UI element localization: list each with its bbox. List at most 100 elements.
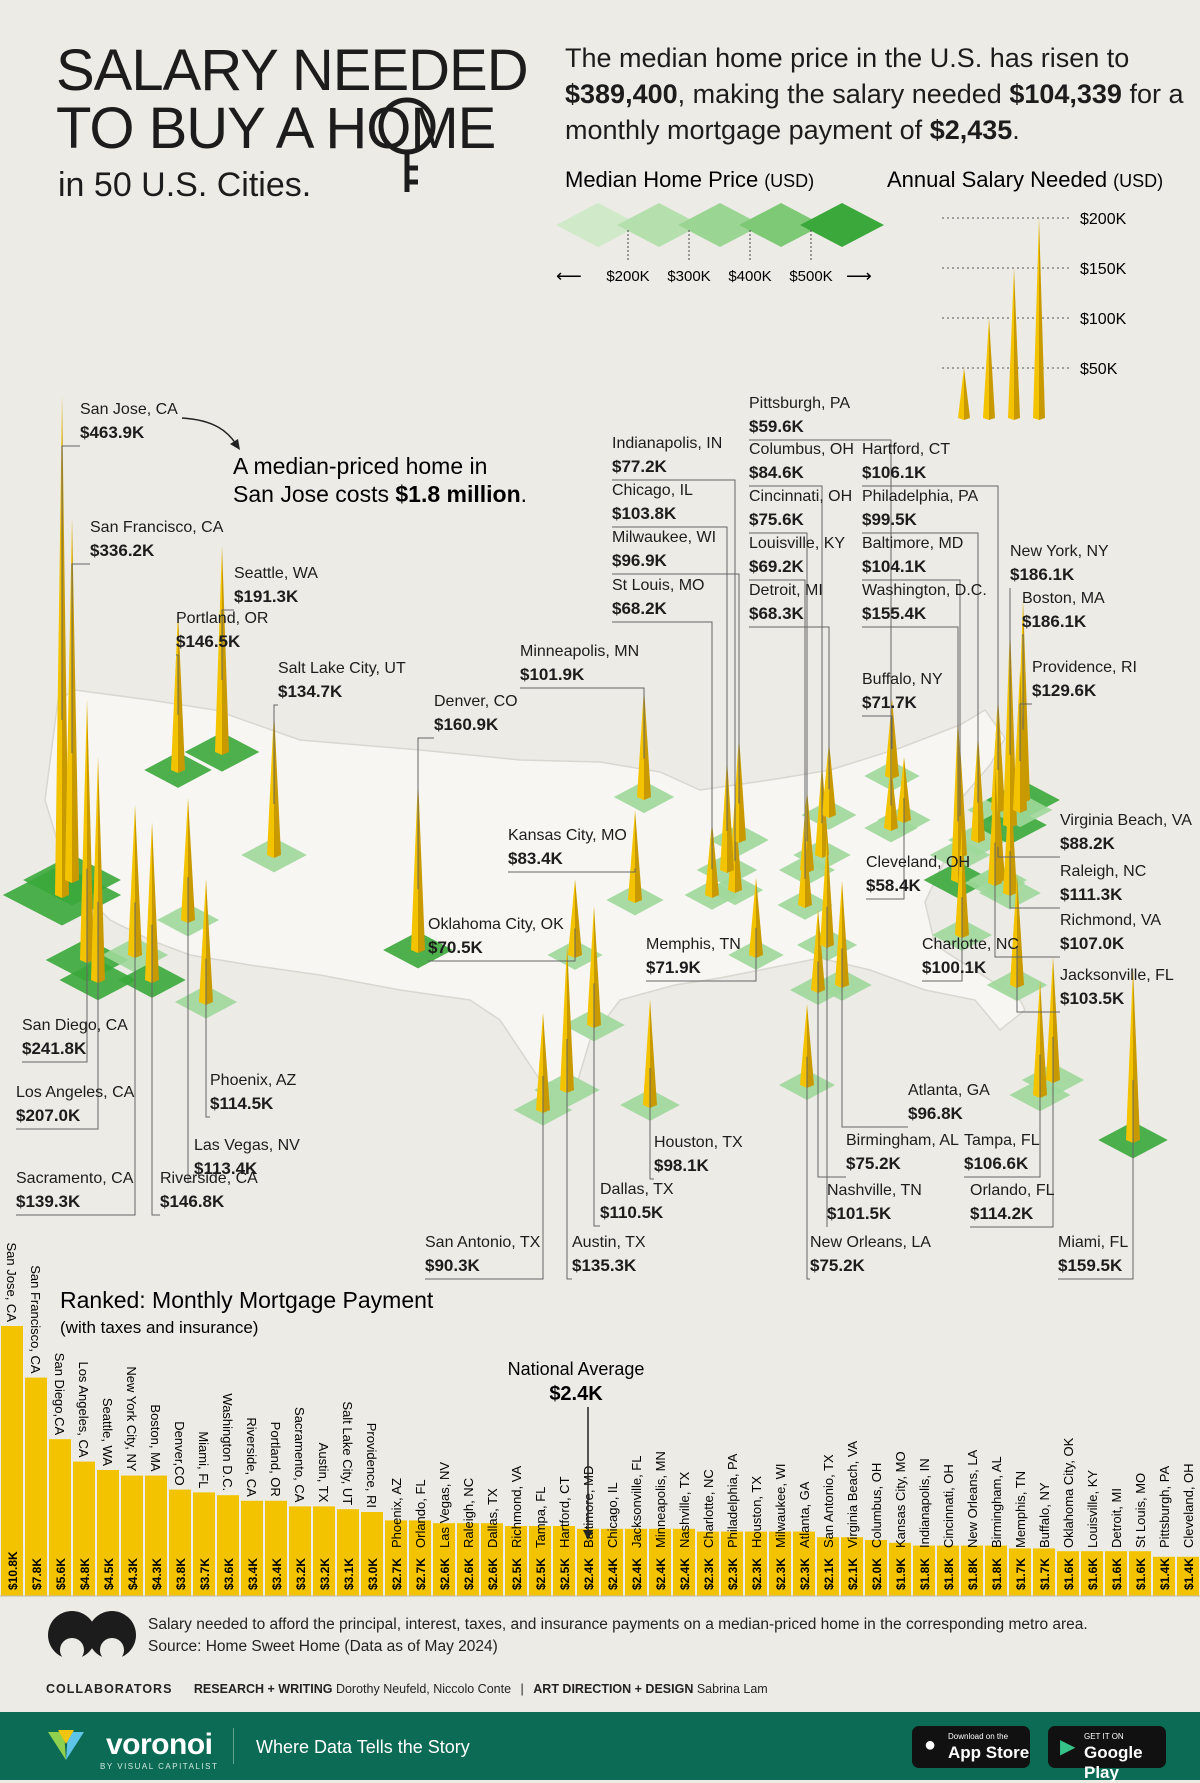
spike-right-seattle-wa — [222, 545, 229, 755]
price-diamond-2 — [678, 203, 762, 247]
city-salary-cincinnati-oh: $75.6K — [749, 510, 805, 529]
city-salary-hartford-ct: $106.1K — [862, 463, 927, 482]
leader-dallas-tx — [593, 983, 600, 1227]
city-name-louisville-ky: Louisville, KY — [749, 535, 845, 552]
city-name-houston-tx: Houston, TX — [654, 1134, 743, 1151]
leader-san-francisco-ca — [71, 563, 90, 754]
leader-richmond-va — [994, 842, 1060, 958]
bar-value-milwaukee-wi: $2.3K — [774, 1558, 788, 1590]
spike-right-cleveland-oh — [904, 757, 911, 823]
google-play-button[interactable]: ▶ GET IT ON Google Play — [1048, 1726, 1166, 1782]
leader-minneapolis-mn — [520, 687, 645, 759]
bar-minneapolis-mn — [649, 1528, 671, 1596]
salary-tick-3: $50K — [1080, 361, 1118, 378]
bar-label-detroit-mi: Detroit, MI — [1109, 1488, 1124, 1548]
city-name-st-louis-mo: St Louis, MO — [612, 577, 704, 594]
bar-salt-lake-city-ut — [337, 1509, 359, 1596]
leader-birmingham-al — [817, 961, 846, 1178]
bar-label-milwaukee-wi: Milwaukee, WI — [773, 1463, 788, 1548]
bar-value-louisville-ky: $1.6K — [1086, 1558, 1100, 1590]
bar-value-detroit-mi: $1.6K — [1110, 1558, 1124, 1590]
app-store-button[interactable]: ● Download on the App Store — [912, 1726, 1030, 1768]
city-name-detroit-mi: Detroit, MI — [749, 582, 823, 599]
footnote: Salary needed to afford the principal, i… — [148, 1614, 1088, 1658]
bar-austin-tx — [313, 1506, 335, 1596]
bar-san-jose-ca — [1, 1326, 23, 1596]
bar-value-birmingham-al: $1.8K — [990, 1558, 1004, 1590]
bar-value-philadelphia-pa: $2.3K — [726, 1558, 740, 1590]
bar-pittsburgh-pa — [1153, 1556, 1175, 1596]
design-label: ART DIRECTION + DESIGN — [533, 1682, 694, 1696]
spike-left-san-diego-ca — [80, 699, 87, 963]
spike-right-los-angeles-ca — [98, 756, 105, 983]
design-names: Sabrina Lam — [696, 1682, 768, 1696]
city-name-new-orleans-la: New Orleans, LA — [810, 1234, 931, 1251]
city-salary-richmond-va: $107.0K — [1060, 934, 1125, 953]
city-name-richmond-va: Richmond, VA — [1060, 912, 1161, 929]
bar-hartford-ct — [553, 1526, 575, 1596]
bar-san-antonio-tx — [817, 1537, 839, 1596]
apple-icon: ● — [924, 1734, 937, 1756]
price-arrow-left: ⟵ — [556, 266, 582, 286]
city-salary-milwaukee-wi: $96.9K — [612, 551, 668, 570]
bar-milwaukee-wi — [769, 1531, 791, 1596]
city-salary-sacramento-ca: $139.3K — [16, 1192, 81, 1211]
spike-right-san-diego-ca — [87, 699, 94, 963]
city-salary-las-vegas-nv: $113.4K — [194, 1159, 258, 1178]
bar-label-hartford-ct: Hartford, CT — [557, 1476, 572, 1548]
annotation-end: . — [521, 481, 527, 507]
spike-left-columbus-oh — [815, 763, 822, 858]
bar-denver-co — [169, 1489, 191, 1596]
city-name-minneapolis-mn: Minneapolis, MN — [520, 643, 639, 660]
bar-miami-fl — [193, 1492, 215, 1596]
city-name-memphis-tn: Memphis, TN — [646, 936, 741, 953]
city-salary-houston-tx: $98.1K — [654, 1156, 710, 1175]
bar-label-riverside-ca: Riverside, CA — [244, 1417, 259, 1497]
appstore-big: App Store — [948, 1743, 1030, 1762]
price-tick-1: $300K — [667, 268, 710, 285]
bar-label-new-orleans-la: New Orleans, LA — [965, 1449, 980, 1548]
gplay-small: GET IT ON — [1084, 1732, 1124, 1741]
bar-label-san-antonio-tx: San Antonio, TX — [821, 1454, 836, 1548]
bar-boston-ma — [145, 1475, 167, 1596]
city-name-salt-lake-city-ut: Salt Lake City, UT — [278, 660, 406, 677]
research-names: Dorothy Neufeld, Niccolo Conte — [335, 1682, 512, 1696]
spike-right-san-francisco-ca — [72, 517, 79, 883]
city-salary-atlanta-ga: $96.8K — [908, 1104, 964, 1123]
intro-salary: $104,339 — [1009, 79, 1122, 109]
bar-providence-ri — [361, 1512, 383, 1596]
bar-value-indianapolis-in: $1.8K — [918, 1558, 932, 1590]
city-name-san-diego-ca: San Diego, CA — [22, 1017, 128, 1034]
bar-label-salt-lake-city-ut: Salt Lake City, UT — [340, 1401, 355, 1505]
bar-value-austin-tx: $3.2K — [318, 1558, 332, 1590]
city-name-providence-ri: Providence, RI — [1032, 659, 1137, 676]
bar-label-providence-ri: Providence, RI — [364, 1423, 379, 1508]
spike-right-orlando-fl — [1053, 956, 1060, 1083]
salary-legend-title: Annual Salary Needed (USD) — [887, 167, 1163, 192]
spike-right-charlotte-nc — [962, 827, 969, 938]
spike-right-cincinnati-oh — [807, 788, 814, 873]
city-salary-dallas-tx: $110.5K — [600, 1203, 664, 1222]
bar-label-sacramento-ca: Sacramento, CA — [292, 1407, 307, 1503]
bar-label-miami-fl: Miami, FL — [196, 1431, 211, 1488]
bar-value-kansas-city-mo: $1.9K — [894, 1558, 908, 1590]
spike-left-salt-lake-city-ut — [267, 709, 274, 858]
bar-value-pittsburgh-pa: $1.4K — [1158, 1558, 1172, 1590]
spike-left-tampa-fl — [1033, 980, 1040, 1098]
spike-right-pittsburgh-pa — [891, 763, 898, 831]
spike-left-miami-fl — [1126, 968, 1133, 1143]
appstore-small: Download on the — [948, 1732, 1009, 1741]
bar-value-salt-lake-city-ut: $3.1K — [342, 1558, 356, 1590]
bar-label-charlotte-nc: Charlotte, NC — [701, 1469, 716, 1548]
city-name-hartford-ct: Hartford, CT — [862, 441, 950, 458]
bar-label-san-diego-ca: San Diego,CA — [52, 1353, 67, 1436]
spike-right-portland-or — [178, 612, 185, 773]
bar-label-columbus-oh: Columbus, OH — [869, 1463, 884, 1548]
city-salary-providence-ri: $129.6K — [1032, 681, 1097, 700]
brand-name[interactable]: voronoi — [106, 1728, 213, 1761]
research-label: RESEARCH + WRITING — [193, 1682, 333, 1696]
spike-left-dallas-tx — [587, 905, 594, 1028]
city-name-nashville-tn: Nashville, TN — [827, 1182, 922, 1199]
footnote-text: Salary needed to afford the principal, i… — [148, 1616, 1088, 1633]
